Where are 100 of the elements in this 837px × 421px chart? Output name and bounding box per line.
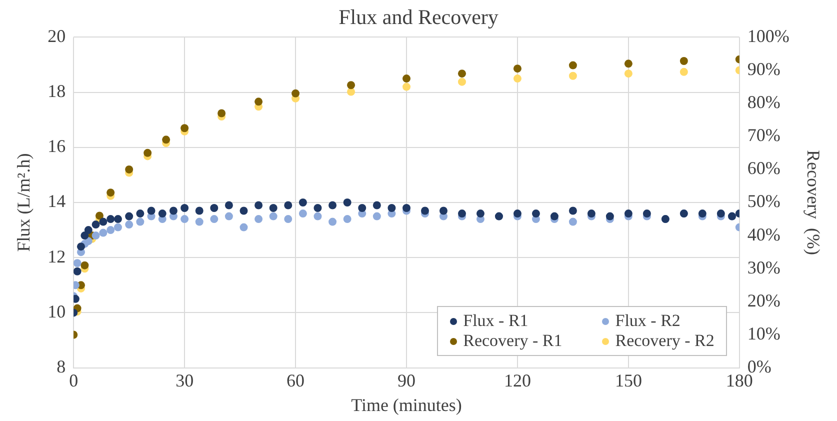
y-tick-label: 12 bbox=[48, 246, 66, 266]
point bbox=[74, 267, 82, 276]
point bbox=[210, 215, 218, 224]
point bbox=[513, 64, 522, 73]
point bbox=[284, 215, 292, 224]
point bbox=[210, 204, 218, 212]
point bbox=[624, 70, 632, 78]
y-axis-title: Flux (L/m².h) bbox=[14, 153, 34, 252]
point bbox=[74, 259, 82, 268]
point bbox=[402, 204, 411, 212]
point bbox=[77, 242, 85, 251]
point bbox=[106, 215, 115, 224]
point bbox=[180, 215, 189, 224]
point bbox=[136, 218, 144, 226]
point bbox=[716, 210, 725, 218]
point bbox=[513, 210, 522, 218]
point bbox=[254, 201, 263, 210]
point bbox=[680, 57, 688, 66]
point bbox=[328, 201, 337, 210]
point bbox=[292, 89, 300, 98]
point bbox=[240, 206, 248, 215]
point bbox=[587, 210, 596, 218]
point bbox=[218, 109, 226, 118]
point bbox=[458, 78, 466, 86]
point bbox=[125, 220, 134, 229]
point bbox=[254, 215, 263, 224]
point bbox=[195, 206, 204, 215]
point bbox=[269, 204, 278, 212]
point bbox=[240, 223, 248, 232]
point bbox=[439, 206, 448, 215]
y-tick-label: 20 bbox=[48, 26, 66, 46]
y2-tick-label: 60% bbox=[747, 158, 780, 178]
point bbox=[568, 61, 577, 70]
point bbox=[343, 215, 352, 224]
x-tick-label: 0 bbox=[69, 370, 78, 390]
point bbox=[402, 82, 411, 91]
point bbox=[402, 74, 411, 83]
point bbox=[568, 218, 577, 226]
point bbox=[372, 212, 381, 220]
point bbox=[458, 70, 466, 78]
y2-tick-label: 90% bbox=[747, 58, 780, 79]
y2-tick-label: 80% bbox=[747, 92, 780, 112]
point bbox=[99, 228, 108, 237]
point bbox=[532, 210, 540, 218]
point bbox=[158, 210, 166, 218]
point bbox=[99, 218, 108, 226]
y-tick-label: 16 bbox=[48, 136, 66, 156]
y-tick-label: 18 bbox=[48, 81, 66, 102]
point bbox=[80, 232, 89, 240]
y2-tick-label: 20% bbox=[747, 290, 780, 310]
point bbox=[114, 223, 122, 232]
point bbox=[162, 136, 170, 144]
point bbox=[314, 212, 322, 220]
legend-label: Flux - R2 bbox=[614, 310, 682, 331]
y2-tick-label: 10% bbox=[747, 323, 780, 344]
point bbox=[147, 206, 156, 215]
point bbox=[169, 206, 178, 215]
x-tick-label: 30 bbox=[176, 370, 194, 390]
point bbox=[513, 74, 522, 83]
point bbox=[568, 206, 577, 215]
point bbox=[388, 204, 396, 212]
x-tick-label: 120 bbox=[504, 370, 531, 390]
point bbox=[347, 88, 356, 96]
point bbox=[372, 201, 381, 210]
x-tick-label: 90 bbox=[398, 370, 416, 390]
y2-tick-label: 70% bbox=[747, 125, 780, 146]
point bbox=[642, 210, 651, 218]
point bbox=[106, 226, 115, 234]
legend-label: Recovery - R2 bbox=[614, 330, 714, 351]
y2-axis-title: Recovery (%) bbox=[803, 150, 824, 255]
point bbox=[328, 218, 337, 226]
point bbox=[92, 232, 100, 240]
point bbox=[180, 204, 189, 212]
legend-label: Recovery - R1 bbox=[462, 330, 562, 351]
point bbox=[298, 210, 307, 218]
point bbox=[195, 218, 204, 226]
legend-label: Flux - R1 bbox=[462, 310, 530, 331]
point bbox=[298, 198, 307, 206]
point bbox=[476, 210, 484, 218]
point bbox=[568, 72, 577, 80]
point bbox=[680, 68, 688, 76]
y-tick-label: 10 bbox=[48, 301, 66, 322]
point bbox=[347, 81, 356, 90]
point bbox=[80, 261, 89, 270]
y-tick-label: 8 bbox=[56, 356, 66, 377]
point bbox=[343, 198, 352, 206]
point bbox=[180, 124, 189, 132]
point bbox=[254, 98, 263, 106]
x-axis-title: Time (minutes) bbox=[351, 394, 462, 415]
y2-tick-label: 30% bbox=[747, 257, 780, 278]
point bbox=[84, 226, 92, 234]
point bbox=[550, 212, 558, 220]
y2-tick-label: 40% bbox=[747, 224, 780, 244]
y2-tick-label: 100% bbox=[747, 26, 790, 46]
point bbox=[95, 212, 104, 220]
point bbox=[106, 188, 115, 197]
point bbox=[284, 201, 292, 210]
point bbox=[136, 210, 144, 218]
point bbox=[125, 212, 134, 220]
point bbox=[114, 215, 122, 224]
